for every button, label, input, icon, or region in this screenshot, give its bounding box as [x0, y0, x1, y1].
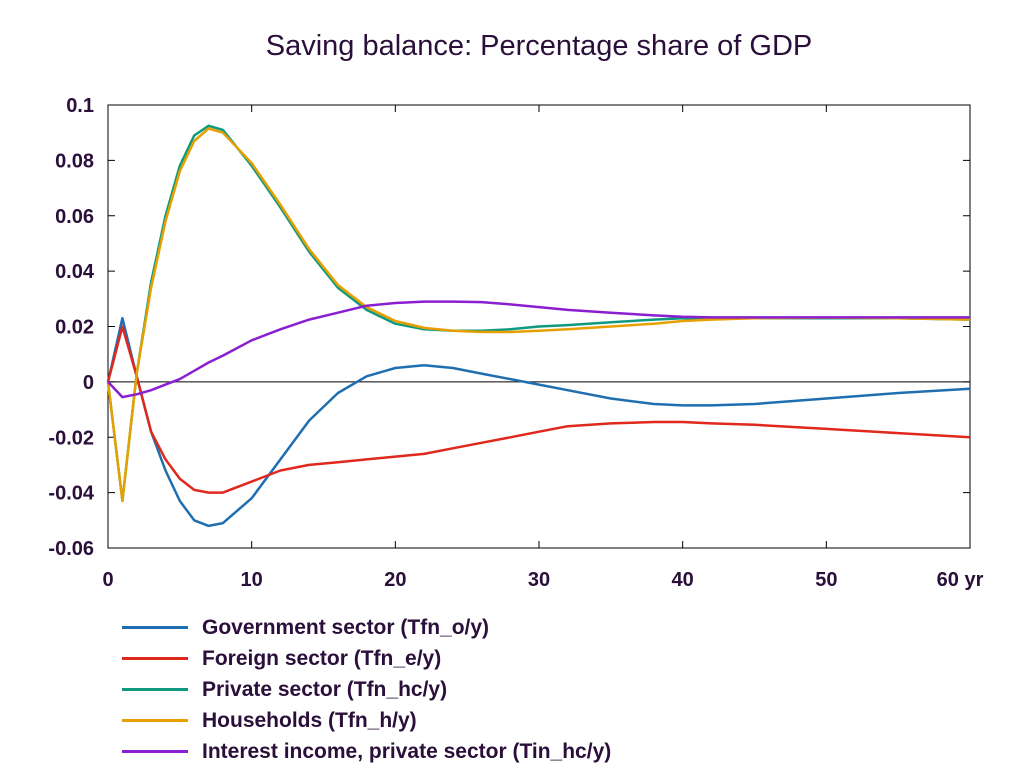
x-tick-label: 20 [384, 569, 406, 591]
y-tick-label: 0.1 [66, 95, 94, 117]
series-line-3 [106, 124, 971, 503]
legend-label: Interest income, private sector (Tin_hc/… [202, 739, 612, 763]
y-tick-label: -0.06 [48, 538, 94, 560]
series-line-2 [106, 325, 971, 494]
legend-swatch [122, 626, 188, 629]
x-tick-label: 30 [528, 569, 550, 591]
y-tick-label: -0.02 [48, 427, 94, 449]
y-tick-label: 0.04 [55, 261, 95, 283]
legend-swatch [122, 688, 188, 691]
series-line-1 [106, 316, 971, 528]
x-tick-label: 40 [672, 569, 694, 591]
legend-item: Foreign sector (Tfn_e/y) [122, 643, 611, 674]
y-tick-label: 0.08 [55, 150, 94, 172]
legend-item: Households (Tfn_h/y) [122, 705, 611, 736]
legend-item: Government sector (Tfn_o/y) [122, 612, 611, 643]
y-tick-label: 0.06 [55, 206, 94, 228]
chart-title: Saving balance: Percentage share of GDP [265, 30, 813, 62]
legend-label: Private sector (Tfn_hc/y) [202, 677, 448, 701]
legend-swatch [122, 657, 188, 660]
x-tick-label: 0 [102, 569, 113, 591]
legend-label: Households (Tfn_h/y) [202, 708, 417, 732]
legend-label: Foreign sector (Tfn_e/y) [202, 646, 442, 670]
legend-swatch [122, 719, 188, 722]
legend-swatch [122, 750, 188, 753]
y-tick-label: 0 [83, 372, 94, 394]
y-tick-label: -0.04 [48, 483, 94, 505]
legend-label: Government sector (Tfn_o/y) [202, 615, 490, 639]
legend-item: Private sector (Tfn_hc/y) [122, 674, 611, 705]
legend: Government sector (Tfn_o/y) Foreign secto… [122, 612, 611, 767]
series-line-5 [107, 300, 970, 399]
x-tick-label: 10 [241, 569, 263, 591]
series-line-4 [106, 127, 971, 503]
x-tick-label: 50 [815, 569, 837, 591]
y-tick-label: 0.02 [55, 317, 94, 339]
x-tick-label: 60 yr [937, 569, 984, 591]
legend-item: Interest income, private sector (Tin_hc/… [122, 736, 611, 767]
